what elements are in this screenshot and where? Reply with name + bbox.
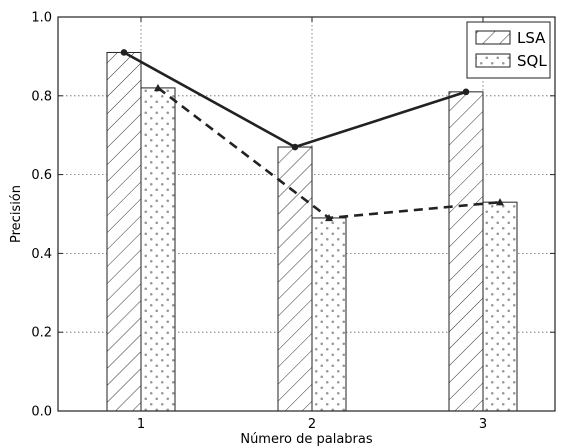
bar-lsa-1 — [106, 51, 142, 412]
legend: LSA SQL — [466, 21, 551, 79]
y-tick-label: 0.0 — [31, 405, 52, 420]
y-tick-label: 1.0 — [31, 11, 52, 26]
legend-label-lsa: LSA — [517, 29, 546, 47]
bars — [106, 51, 518, 412]
ticks: 0.0 0.2 0.4 0.6 0.8 1.0 1 2 3 — [31, 11, 555, 432]
x-tick-label: 2 — [308, 417, 316, 432]
marker-lsa-3 — [462, 88, 470, 96]
series-lines — [120, 49, 504, 222]
y-tick-label: 0.6 — [31, 168, 52, 183]
bar-lsa-2 — [277, 146, 313, 412]
bar-sql-2 — [311, 217, 347, 412]
marker-lsa-2 — [291, 143, 299, 151]
marker-sql-2 — [325, 213, 333, 222]
marker-lsa-1 — [120, 49, 128, 56]
bar-sql-1 — [140, 87, 176, 412]
marker-sql-1 — [154, 83, 162, 92]
legend-swatch-sql — [475, 53, 511, 68]
bar-lsa-3 — [448, 91, 484, 412]
y-tick-label: 0.4 — [31, 247, 52, 262]
y-axis-label: Precisión — [9, 185, 24, 243]
y-tick-label: 0.2 — [31, 326, 52, 341]
x-tick-label: 3 — [479, 417, 487, 432]
plot-frame — [57, 16, 556, 412]
marker-sql-3 — [496, 198, 504, 206]
x-axis-label: Número de palabras — [240, 432, 373, 447]
legend-swatch-lsa — [475, 30, 511, 45]
legend-label-sql: SQL — [517, 52, 547, 70]
x-tick-label: 1 — [137, 417, 145, 432]
bar-sql-3 — [482, 201, 518, 412]
y-tick-label: 0.8 — [31, 89, 52, 104]
